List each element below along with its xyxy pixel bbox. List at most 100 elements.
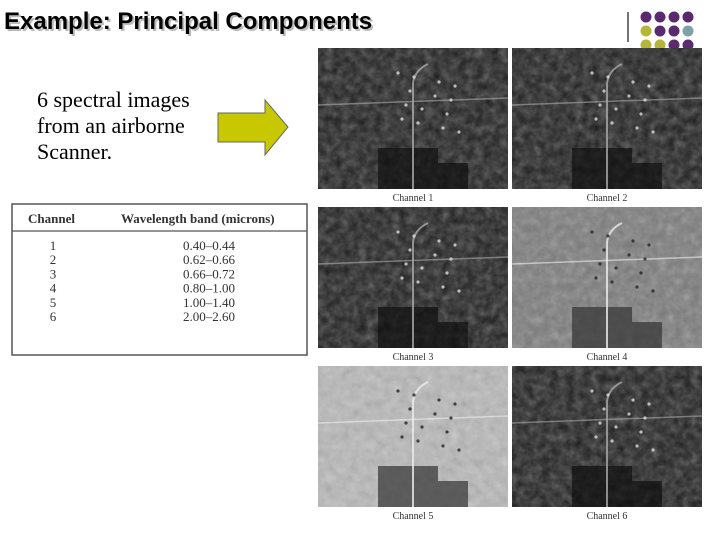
image-speck [627, 94, 631, 98]
dot [654, 39, 666, 51]
image-grid: Channel 1 Channel 2 Channel 3 Channel 4 Chan… [317, 48, 703, 522]
image-speck [437, 80, 441, 84]
image-speck [449, 416, 453, 420]
image-panel: Channel 2 [511, 48, 703, 204]
image-speck [408, 89, 412, 93]
image-caption: Channel 4 [587, 352, 628, 363]
image-speck [627, 253, 631, 257]
body-line: 6 spectral images [37, 87, 190, 112]
image-field [572, 307, 662, 348]
image-speck [635, 126, 639, 130]
image-speck [416, 280, 420, 284]
image-speck [420, 107, 424, 111]
image-speck [606, 75, 610, 79]
cell: 2.00–2.60 [183, 309, 235, 324]
image-speck [602, 407, 606, 411]
image-speck [416, 121, 420, 125]
body-line: from an airborne [37, 113, 185, 138]
image-speck [643, 98, 647, 102]
image-speck [457, 130, 461, 134]
image-speck [396, 230, 400, 234]
image-speck [420, 425, 424, 429]
title-shadow: Example: Principal Components [6, 10, 374, 37]
cell: 5 [50, 295, 57, 310]
dot [682, 11, 694, 23]
image-speck [614, 425, 618, 429]
image-road [606, 222, 623, 348]
image-speck [408, 248, 412, 252]
image-speck [416, 439, 420, 443]
dot [640, 11, 652, 23]
image-speck [635, 285, 639, 289]
image-speck [651, 448, 655, 452]
cell: 6 [50, 309, 57, 324]
decor-dots [640, 11, 694, 51]
image-panel: Channel 6 [511, 366, 703, 522]
image-road [412, 222, 429, 348]
column-header: Wavelength band (microns) [121, 211, 275, 226]
image-panel: Channel 4 [511, 207, 703, 363]
cell: 4 [50, 281, 57, 296]
image-speck [639, 112, 643, 116]
table-frame [11, 203, 308, 356]
image-speck [400, 117, 404, 121]
image-speck [631, 398, 635, 402]
cell: 0.40–0.44 [183, 238, 236, 253]
image-speck [433, 253, 437, 257]
image-caption: Channel 3 [393, 352, 434, 363]
image-speck [445, 112, 449, 116]
image-road [511, 256, 703, 265]
body-line: Scanner. [37, 139, 112, 164]
image-speck [453, 402, 457, 406]
image-speck [441, 285, 445, 289]
image-speck [606, 234, 610, 238]
dot [668, 25, 680, 37]
image-speck [647, 84, 651, 88]
image-speck [396, 71, 400, 75]
image-speck [639, 271, 643, 275]
arrow [217, 98, 289, 157]
image-road [412, 63, 429, 189]
image-road [606, 381, 623, 507]
cell: 0.80–1.00 [183, 281, 235, 296]
image-speck [412, 393, 416, 397]
title: Example: Principal Components [4, 8, 372, 35]
image-speck [610, 121, 614, 125]
image-speck [594, 435, 598, 439]
image-speck [396, 389, 400, 393]
image-speck [453, 243, 457, 247]
cell: 0.66–0.72 [183, 266, 235, 281]
image-speck [590, 389, 594, 393]
dot [668, 39, 680, 51]
image-panel: Channel 5 [317, 366, 509, 522]
image-speck [647, 402, 651, 406]
image-speck [606, 393, 610, 397]
image-speck [449, 257, 453, 261]
dot [654, 11, 666, 23]
image-speck [453, 84, 457, 88]
image-speck [412, 75, 416, 79]
cell: 0.62–0.66 [183, 252, 236, 267]
image-speck [631, 239, 635, 243]
image-speck [647, 243, 651, 247]
image-speck [590, 71, 594, 75]
image-speck [408, 407, 412, 411]
image-caption: Channel 1 [393, 193, 434, 204]
image-road [511, 415, 703, 424]
image-speck [445, 430, 449, 434]
image-speck [639, 430, 643, 434]
image-caption: Channel 6 [587, 511, 628, 522]
image-road [511, 97, 703, 106]
image-panel: Channel 1 [317, 48, 509, 204]
image-field [378, 307, 468, 348]
image-speck [598, 262, 602, 266]
image-speck [643, 257, 647, 261]
image-speck [590, 230, 594, 234]
image-speck [437, 239, 441, 243]
dot [640, 25, 652, 37]
image-speck [404, 262, 408, 266]
image-speck [635, 444, 639, 448]
image-speck [602, 89, 606, 93]
